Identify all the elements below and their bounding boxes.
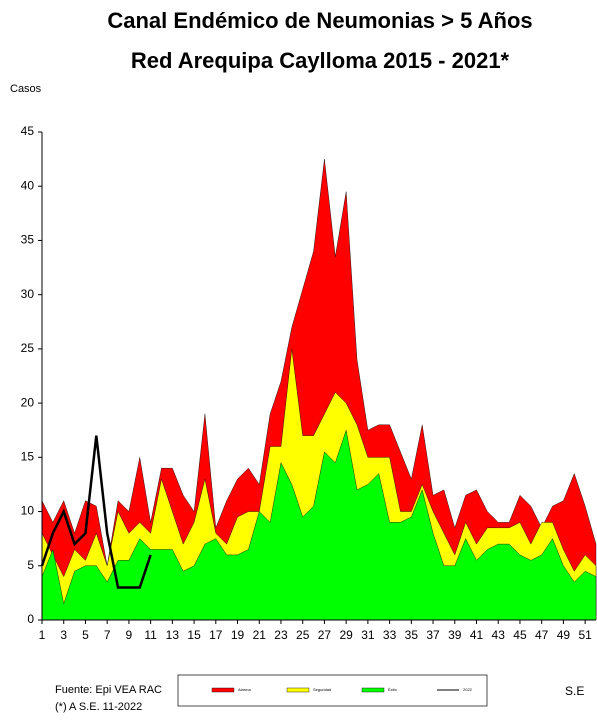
source: Fuente: Epi VEA RAC [55,684,162,696]
x-tick-label: 25 [296,628,310,642]
x-tick-label: 29 [339,628,353,642]
legend-label: Seguridad [313,687,331,692]
chart-subtitle: Red Arequipa Caylloma 2015 - 2021* [131,48,510,73]
y-axis-label: Casos [10,83,42,95]
x-tick-label: 31 [361,628,375,642]
x-tick-label: 7 [104,628,111,642]
x-tick-label: 1 [39,628,46,642]
area [41,159,597,621]
x-tick-label: 43 [492,628,506,642]
y-tick-label: 0 [27,612,34,626]
legend-label: Éxito [388,687,398,692]
note: (*) A S.E. 11-2022 [55,701,142,713]
x-tick-label: 39 [448,628,462,642]
legend-swatch [361,687,385,693]
x-tick-label: 51 [578,628,592,642]
y-tick-label: 40 [21,178,35,192]
x-tick-label: 23 [274,628,288,642]
y-tick-label: 25 [21,341,35,355]
x-tick-label: 37 [426,628,440,642]
x-tick-label: 41 [470,628,484,642]
x-tick-label: 27 [318,628,332,642]
line-2022 [40,435,152,589]
y-tick-label: 30 [21,287,35,301]
x-tick-label: 17 [209,628,223,642]
area [41,430,597,621]
chart-title: Canal Endémico de Neumonias > 5 Años [107,8,532,33]
x-tick-label: 49 [557,628,571,642]
x-tick-label: 13 [166,628,180,642]
y-tick-label: 15 [21,450,35,464]
y-tick-label: 35 [21,233,35,247]
x-tick-label: 45 [513,628,527,642]
x-tick-label: 3 [60,628,67,642]
y-tick-label: 20 [21,395,35,409]
x-tick-label: 35 [405,628,419,642]
x-tick-label: 19 [231,628,245,642]
x-tick-label: 47 [535,628,549,642]
x-tick-label: 11 [144,628,157,642]
y-tick-label: 5 [27,558,34,572]
y-tick-label: 45 [21,124,35,138]
y-tick-label: 10 [21,504,35,518]
x-tick-label: 21 [253,628,267,642]
x-tick-label: 5 [82,628,89,642]
legend-label: 2022 [463,687,473,692]
legend-swatch [286,687,310,693]
legend-swatch [211,687,235,693]
legend-label: Alarma [238,687,251,692]
x-tick-label: 15 [187,628,201,642]
x-axis-label: S.E [565,684,584,698]
x-tick-label: 9 [126,628,133,642]
x-tick-label: 33 [383,628,397,642]
